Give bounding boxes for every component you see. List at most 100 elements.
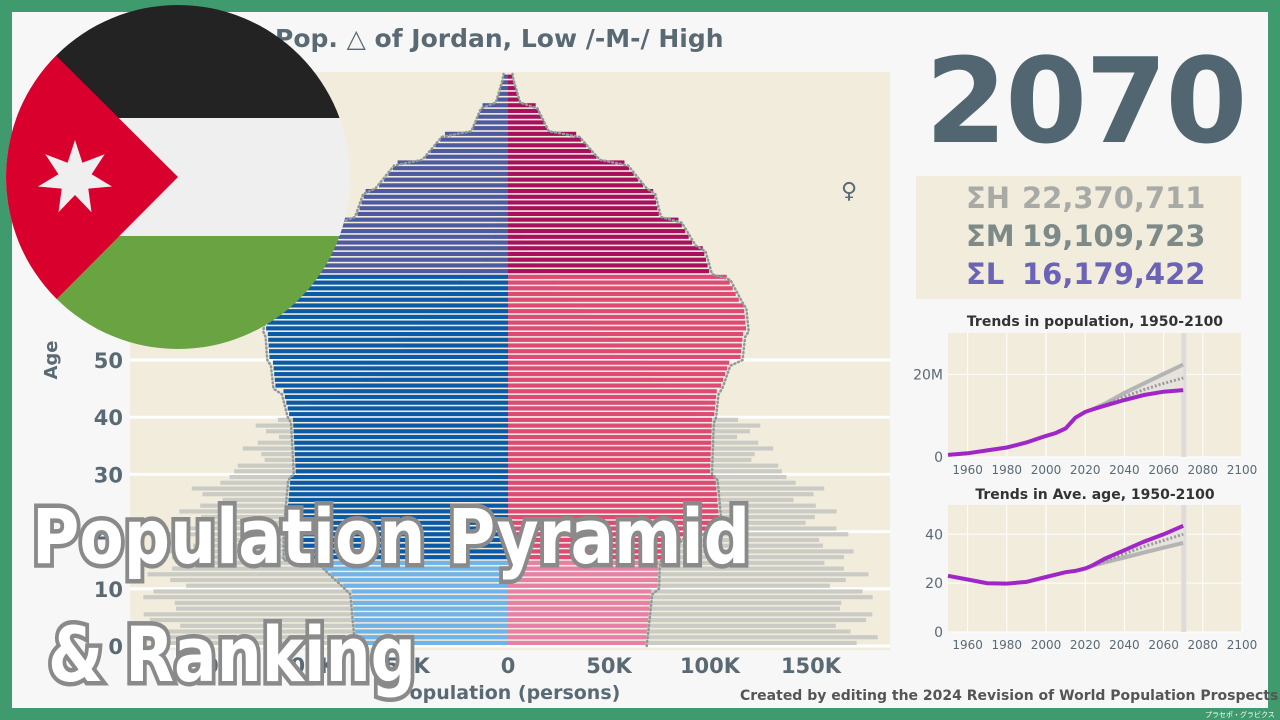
female-bar xyxy=(508,320,746,325)
ghost-bar-male xyxy=(143,595,509,600)
trend-x-tick: 2040 xyxy=(1109,638,1140,652)
male-bar xyxy=(339,223,508,228)
female-bar xyxy=(508,143,587,148)
male-bar xyxy=(435,143,508,148)
pyramid-y-axis-label: Age xyxy=(41,340,62,379)
female-bar xyxy=(508,406,715,411)
male-bar xyxy=(430,148,508,154)
female-bar xyxy=(508,526,720,531)
male-bar xyxy=(355,635,508,640)
female-bar xyxy=(508,337,743,342)
male-bar xyxy=(294,440,508,445)
female-bar xyxy=(508,223,682,228)
male-bar xyxy=(343,583,508,588)
male-bar xyxy=(379,183,508,188)
ghost-bar-female xyxy=(508,606,840,611)
male-bar xyxy=(359,206,508,211)
male-bar xyxy=(280,286,508,291)
female-bar xyxy=(508,394,717,400)
male-bar xyxy=(285,537,508,543)
female-bar xyxy=(508,618,649,623)
total-high: ΣH 22,370,711 xyxy=(966,181,1206,215)
male-bar xyxy=(297,269,508,274)
trend-x-tick: 2020 xyxy=(1070,638,1101,652)
male-bar xyxy=(500,86,508,91)
female-bar xyxy=(508,463,711,468)
medium-outline-female xyxy=(511,72,750,648)
male-bar xyxy=(353,606,508,611)
female-bar xyxy=(508,74,513,79)
female-bar xyxy=(508,120,545,125)
male-bar xyxy=(293,434,508,440)
male-bar xyxy=(337,577,508,583)
male-bar xyxy=(392,166,508,171)
male-bar xyxy=(319,560,508,565)
female-bar xyxy=(508,303,744,308)
male-bar xyxy=(352,600,508,605)
female-bar xyxy=(508,131,577,136)
trend-x-tick: 2100 xyxy=(1227,638,1258,652)
male-bar xyxy=(274,377,508,382)
female-symbol: ♀ xyxy=(841,179,857,204)
male-bar xyxy=(276,297,508,302)
trend-x-tick: 2020 xyxy=(1070,463,1101,477)
male-bar xyxy=(270,303,508,308)
male-bar xyxy=(269,309,508,314)
male-bar xyxy=(290,475,508,480)
male-bar xyxy=(269,354,508,359)
ghost-bar-male xyxy=(153,589,508,594)
ghost-bar-male xyxy=(180,623,508,628)
male-bar xyxy=(287,406,508,411)
female-bar xyxy=(508,97,520,102)
trend-y-tick: 20M xyxy=(913,367,943,383)
totals-panel: ΣH 22,370,711 ΣM 19,109,723 ΣL 16,179,422 xyxy=(916,176,1241,299)
pyramid-x-tick: 100K xyxy=(276,654,337,678)
medium-outline-male xyxy=(261,72,505,648)
female-bar xyxy=(508,366,728,371)
male-bar xyxy=(311,246,508,251)
male-bar xyxy=(268,314,508,319)
ghost-bar-male xyxy=(165,629,509,634)
male-bar xyxy=(294,446,508,451)
female-bar xyxy=(508,549,669,554)
female-bar xyxy=(508,469,711,474)
female-bar xyxy=(508,154,597,159)
history-line xyxy=(947,408,1092,457)
male-bar xyxy=(287,509,508,514)
male-bar xyxy=(267,332,508,337)
female-bar xyxy=(508,354,741,359)
ghost-bar-male xyxy=(174,600,508,605)
male-bar xyxy=(482,103,508,108)
female-bar xyxy=(508,251,705,257)
trend-x-tick: 2080 xyxy=(1188,463,1219,477)
male-bar xyxy=(357,211,508,216)
female-bar xyxy=(508,486,717,491)
male-bar xyxy=(295,463,508,468)
female-bar xyxy=(508,515,719,520)
female-bar xyxy=(508,566,659,571)
female-bar xyxy=(508,372,726,377)
female-bar xyxy=(508,475,716,480)
male-bar xyxy=(498,91,508,96)
male-bar xyxy=(283,389,508,394)
female-bar xyxy=(508,595,651,600)
female-bar xyxy=(508,457,711,462)
pyramid-x-axis-label: Population (persons) xyxy=(396,682,621,704)
female-bar xyxy=(508,189,654,194)
male-bar xyxy=(501,80,508,85)
female-bar xyxy=(508,434,712,440)
current-year-marker xyxy=(1181,333,1187,457)
male-bar xyxy=(274,372,508,377)
female-bar xyxy=(508,297,739,302)
ghost-bar-female xyxy=(508,560,825,565)
male-bar xyxy=(472,126,508,131)
pyramid-x-tick: 50K xyxy=(384,654,430,678)
male-bar xyxy=(288,503,508,508)
trend-x-tick: 1980 xyxy=(992,638,1023,652)
ghost-bar-female xyxy=(508,577,846,583)
ghost-bar-male xyxy=(147,572,508,577)
current-year-marker xyxy=(1181,505,1187,632)
female-bar xyxy=(508,349,742,354)
female-bar xyxy=(508,114,542,119)
